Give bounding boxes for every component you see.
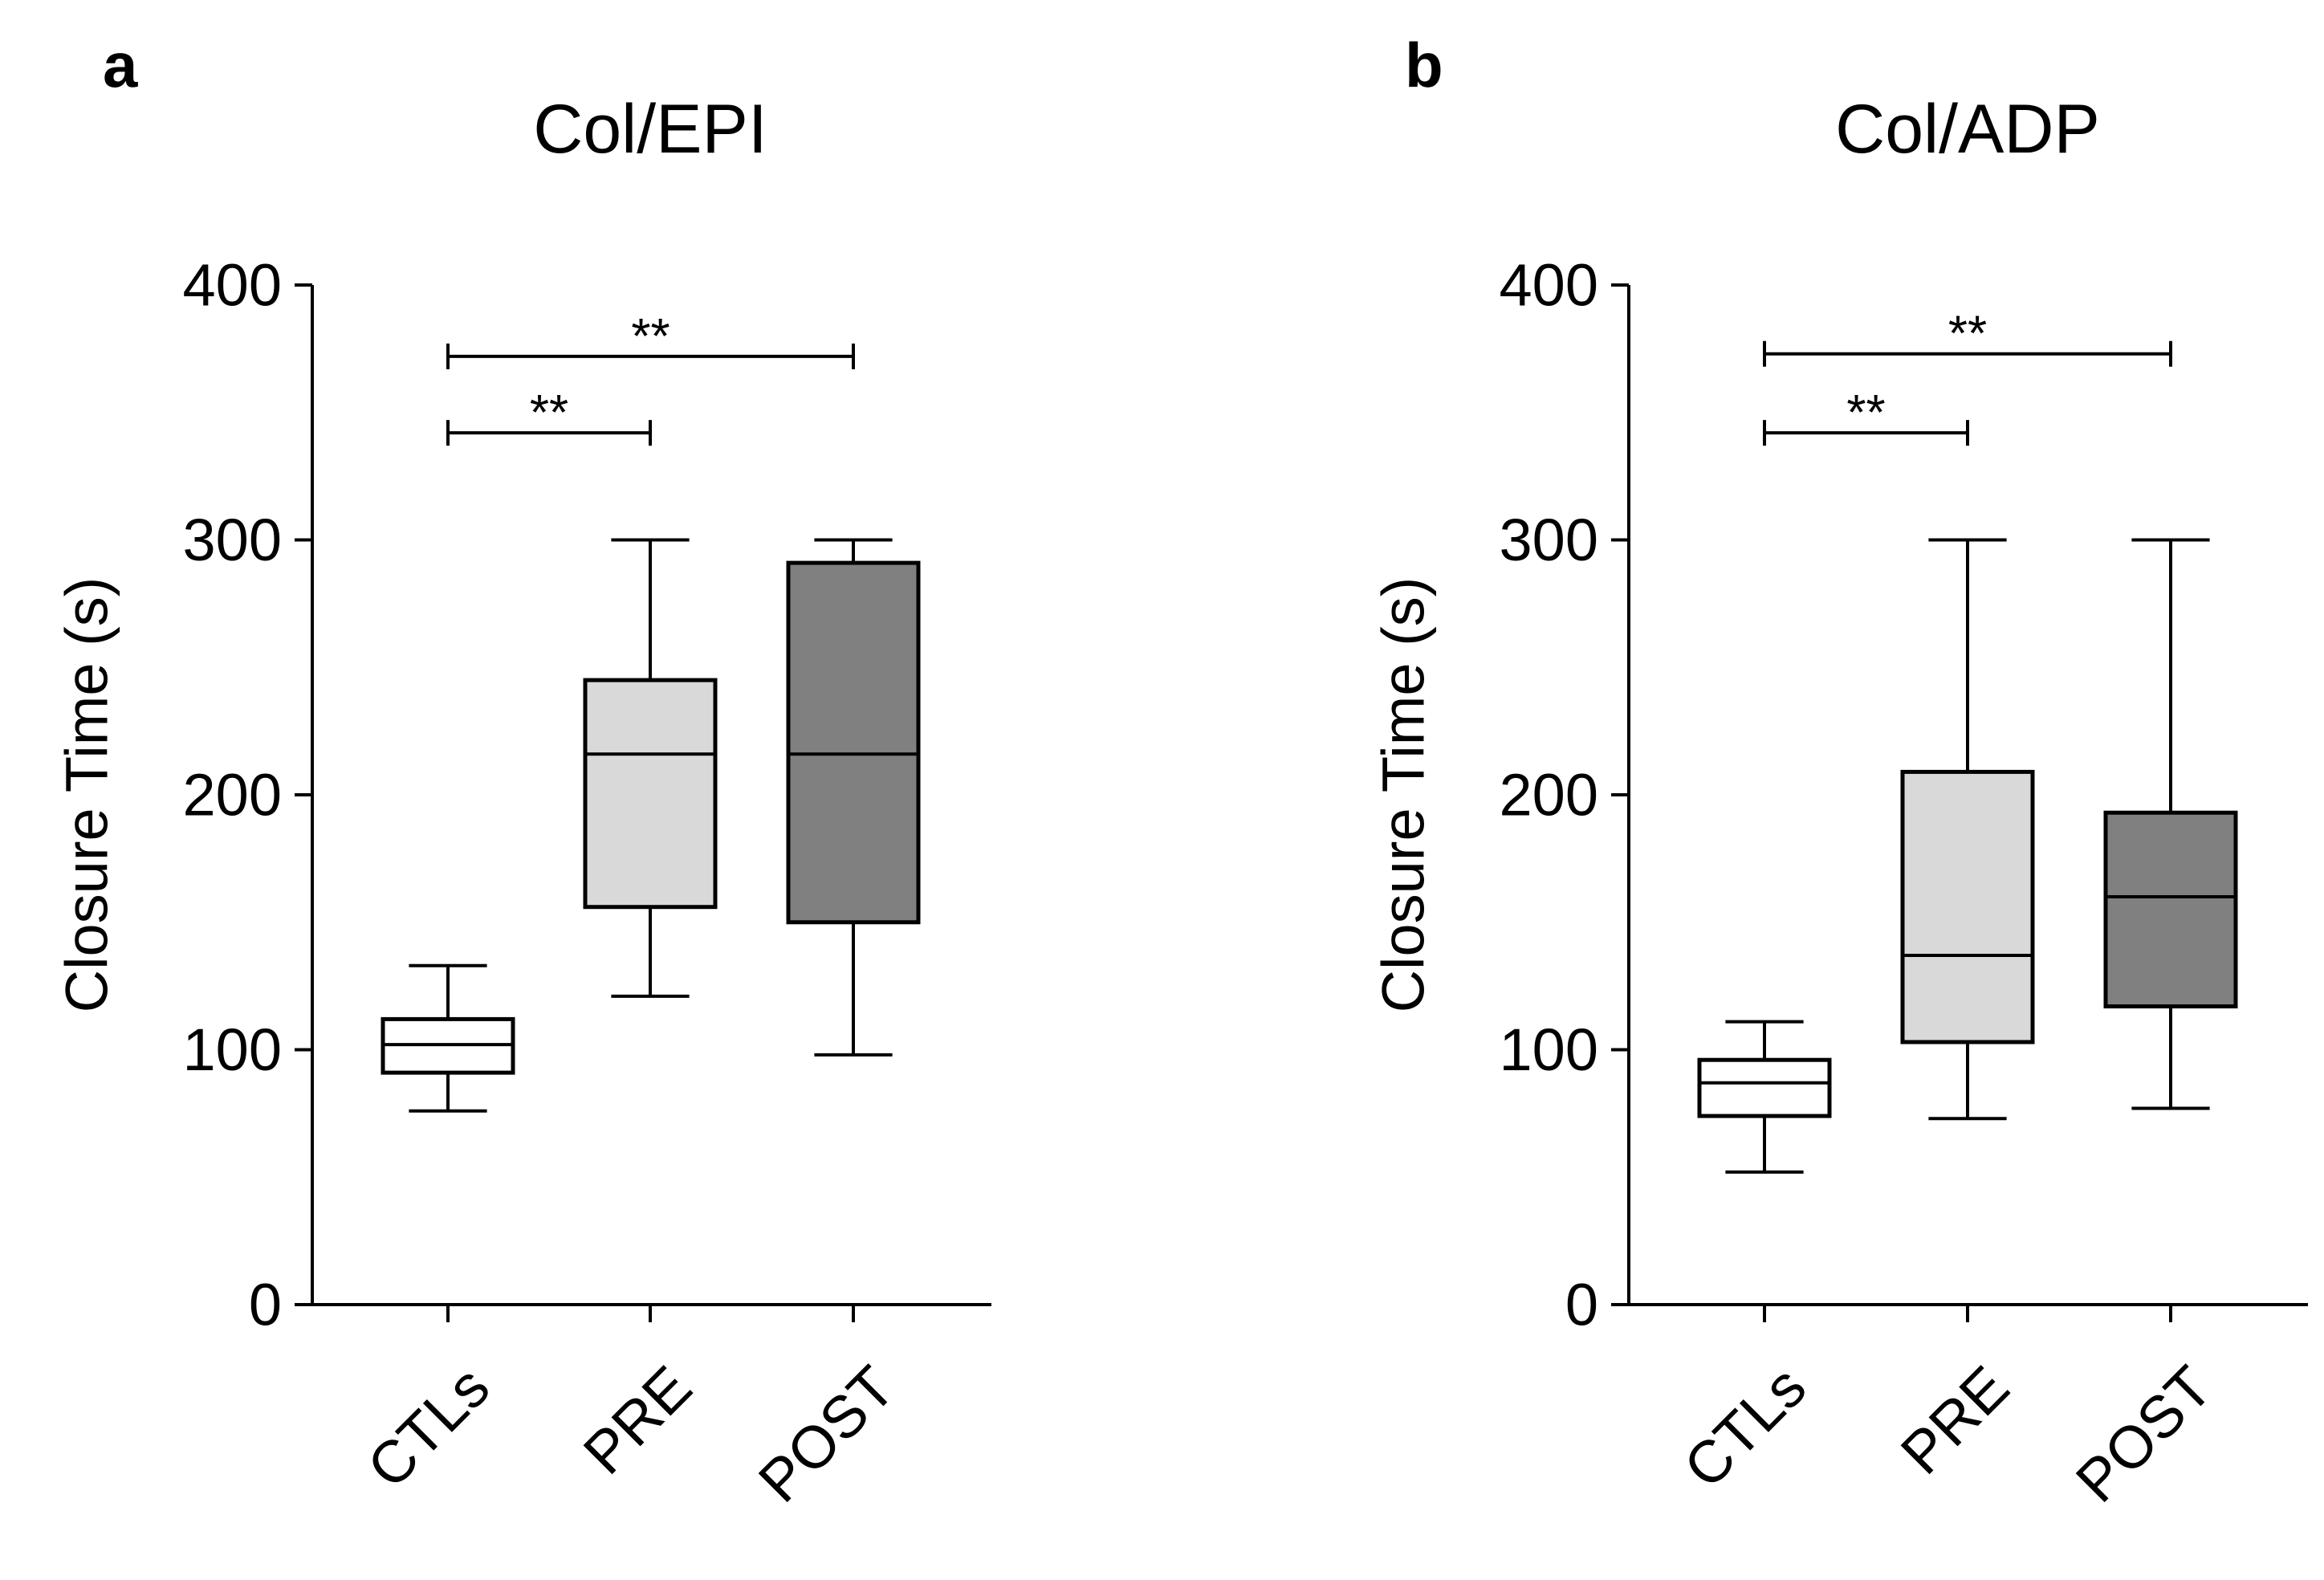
box-post: [2103, 538, 2238, 1110]
iqr-box: [1697, 1057, 1832, 1118]
iqr-box: [1900, 769, 2035, 1045]
y-tick-label: 300: [183, 507, 282, 573]
y-tick-label: 400: [1500, 252, 1598, 319]
x-category-label: CTLs: [1671, 1354, 1818, 1501]
y-axis-label: Closure Time (s): [54, 577, 120, 1013]
box-pre: [583, 538, 718, 998]
significance-bracket: **: [1763, 385, 1969, 446]
iqr-box: [583, 678, 718, 910]
y-tick-label: 200: [1500, 762, 1598, 829]
chart-title: Col/EPI: [533, 91, 767, 168]
y-tick-label: 400: [183, 252, 282, 319]
chart-panel-b: b Col/ADP Closure Time (s) 0 100 200 300 400 CTL…: [1370, 30, 2308, 1515]
y-tick-label: 100: [183, 1016, 282, 1083]
x-category-label: POST: [746, 1354, 907, 1515]
significance-label: **: [1948, 307, 1987, 362]
iqr-box: [786, 560, 921, 925]
box-ctls: [381, 963, 515, 1113]
significance-label: **: [530, 385, 568, 441]
x-category-label: PRE: [1888, 1354, 2021, 1487]
significance-bracket: **: [446, 385, 652, 446]
x-category-label: PRE: [571, 1354, 704, 1487]
significance-label: **: [1846, 385, 1885, 441]
x-category-label: CTLs: [354, 1354, 502, 1501]
y-tick-label: 300: [1500, 507, 1598, 573]
y-tick-label: 100: [1500, 1016, 1598, 1083]
y-axis-label: Closure Time (s): [1370, 577, 1437, 1013]
y-tick-label: 0: [249, 1272, 282, 1338]
significance-bracket: **: [1763, 307, 2172, 367]
box-pre: [1900, 538, 2035, 1121]
y-tick-label: 0: [1565, 1272, 1598, 1338]
iqr-box: [2103, 810, 2238, 1009]
chart-panel-a: a Col/EPI Closure Time (s) 0 100 200 300 400 CTL…: [54, 30, 991, 1515]
chart-title: Col/ADP: [1835, 91, 2100, 168]
y-tick-label: 200: [183, 762, 282, 829]
x-category-label: POST: [2063, 1354, 2224, 1515]
significance-bracket: **: [446, 309, 855, 369]
panel-letter: b: [1405, 30, 1443, 100]
box-post: [786, 538, 921, 1057]
significance-label: **: [631, 309, 670, 364]
box-ctls: [1697, 1020, 1832, 1174]
panel-letter: a: [103, 30, 138, 100]
